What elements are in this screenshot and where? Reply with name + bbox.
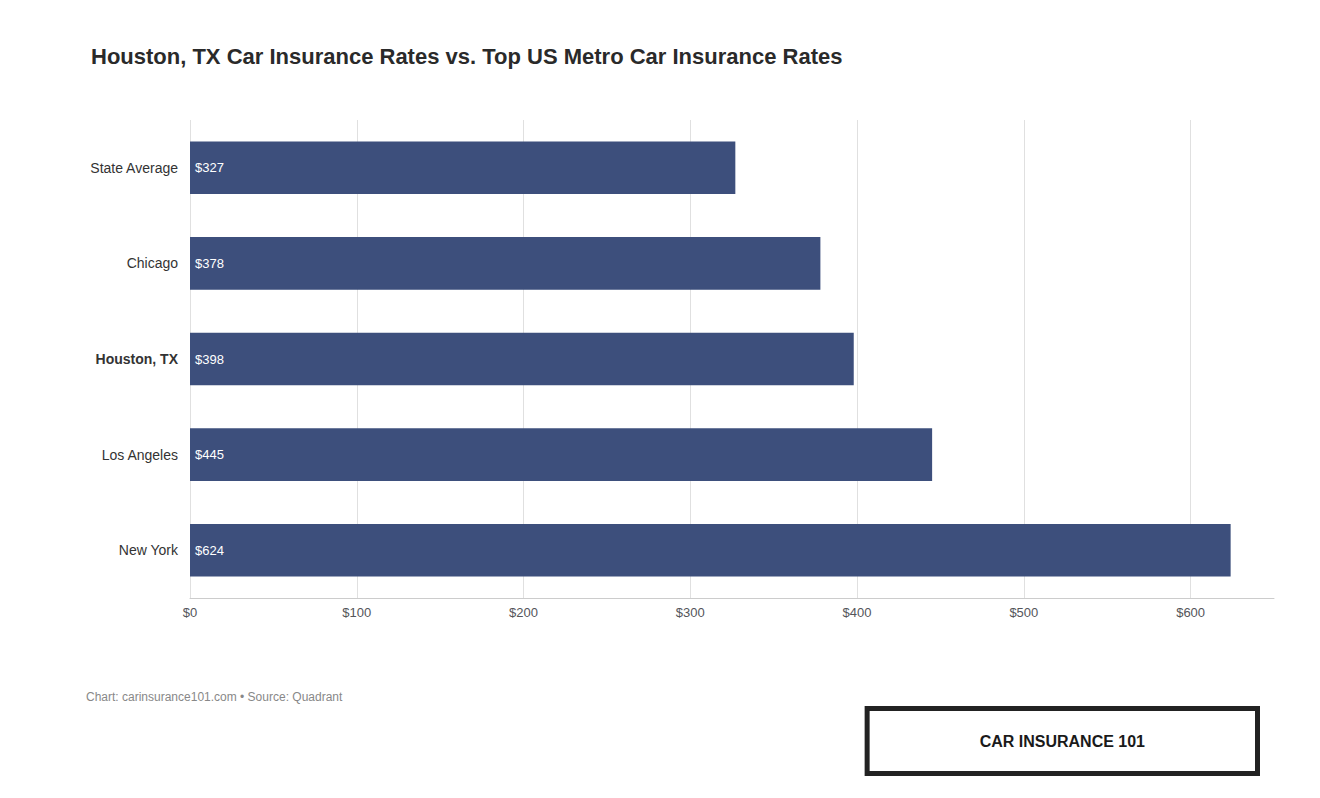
svg-text:CAR INSURANCE 101: CAR INSURANCE 101 (980, 733, 1145, 750)
svg-text:$378: $378 (195, 256, 224, 271)
svg-text:$327: $327 (195, 160, 224, 175)
svg-text:$200: $200 (509, 605, 538, 620)
svg-text:$500: $500 (1009, 605, 1038, 620)
svg-text:Los Angeles: Los Angeles (102, 447, 178, 463)
svg-text:Chicago: Chicago (127, 255, 179, 271)
svg-text:$100: $100 (342, 605, 371, 620)
svg-text:$400: $400 (843, 605, 872, 620)
svg-text:Chart: carinsurance101.com • S: Chart: carinsurance101.com • Source: Qua… (86, 690, 343, 704)
svg-text:Houston, TX Car Insurance Rate: Houston, TX Car Insurance Rates vs. Top … (91, 44, 842, 69)
svg-text:Houston, TX: Houston, TX (96, 351, 179, 367)
svg-text:$445: $445 (195, 447, 224, 462)
svg-text:New York: New York (119, 542, 179, 558)
svg-text:$624: $624 (195, 543, 224, 558)
svg-text:$600: $600 (1176, 605, 1205, 620)
svg-text:State Average: State Average (90, 160, 178, 176)
svg-text:$300: $300 (676, 605, 705, 620)
svg-text:$398: $398 (195, 352, 224, 367)
svg-text:$0: $0 (183, 605, 197, 620)
